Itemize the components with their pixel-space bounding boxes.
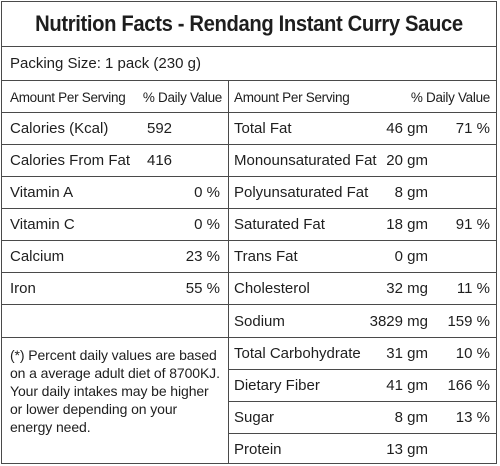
row-carb-amount: 31 gm (386, 345, 428, 362)
row-fiber-dv: 166 % (447, 377, 490, 394)
row-mono-fat-label: Monounsaturated Fat (234, 152, 377, 169)
header-divider (2, 112, 496, 113)
row-sat-fat-amount: 18 gm (386, 216, 428, 233)
row-divider (2, 337, 228, 338)
row-trans-fat-label: Trans Fat (234, 248, 298, 265)
row-poly-fat-amount: 8 gm (394, 184, 428, 201)
row-cholesterol-label: Cholesterol (234, 280, 310, 297)
row-divider (2, 272, 228, 273)
row-divider (228, 337, 496, 338)
row-vitamin-c-dv: 0 % (194, 216, 220, 233)
row-iron-label: Iron (10, 280, 36, 297)
row-divider (228, 208, 496, 209)
row-divider (228, 144, 496, 145)
row-mono-fat-amount: 20 gm (386, 152, 428, 169)
row-sodium-label: Sodium (234, 313, 285, 330)
row-calories-fat-value: 416 (147, 152, 173, 169)
row-protein-amount: 13 gm (386, 441, 428, 458)
right-header-amount: Amount Per Serving (234, 90, 350, 105)
row-divider (228, 401, 496, 402)
row-sugar-label: Sugar (234, 409, 275, 426)
row-divider (2, 144, 228, 145)
row-cholesterol-dv: 11 % (456, 280, 490, 297)
row-sodium-dv: 159 % (447, 313, 490, 330)
row-fiber-amount: 41 gm (386, 377, 428, 394)
row-divider (228, 240, 496, 241)
row-vitamin-c-label: Vitamin C (10, 216, 75, 233)
row-divider (2, 176, 228, 177)
row-sat-fat-dv: 91 % (455, 216, 490, 233)
row-total-fat-label: Total Fat (234, 120, 292, 137)
row-sat-fat-label: Saturated Fat (234, 216, 325, 233)
row-divider (228, 433, 496, 434)
row-protein-label: Protein (234, 441, 282, 458)
label-title: Nutrition Facts - Rendang Instant Curry … (35, 11, 463, 36)
packing-size: Packing Size: 1 pack (230 g) (10, 55, 201, 72)
row-divider (228, 304, 496, 305)
footnote: (*) Percent daily values are based on a … (10, 347, 220, 435)
row-vitamin-a-label: Vitamin A (10, 184, 74, 201)
row-divider (228, 369, 496, 370)
row-iron-dv: 55 % (185, 280, 220, 297)
row-sugar-dv: 13 % (455, 409, 490, 426)
row-sodium-amount: 3829 mg (369, 313, 428, 330)
row-calories-value: 592 (147, 120, 173, 137)
row-fiber-label: Dietary Fiber (234, 377, 320, 394)
row-carb-label: Total Carbohydrate (234, 345, 361, 362)
row-calcium-dv: 23 % (185, 248, 220, 265)
row-divider (2, 240, 228, 241)
packing-divider (2, 80, 496, 81)
row-calcium-label: Calcium (10, 248, 65, 265)
row-divider (228, 176, 496, 177)
row-calories-fat-label: Calories From Fat (10, 152, 131, 169)
right-header-dv: % Daily Value (410, 90, 490, 105)
row-divider (2, 208, 228, 209)
row-poly-fat-label: Polyunsaturated Fat (234, 184, 369, 201)
row-sugar-amount: 8 gm (394, 409, 428, 426)
title-divider (2, 46, 496, 47)
row-calories-label: Calories (Kcal) (10, 120, 109, 137)
row-vitamin-a-dv: 0 % (194, 184, 220, 201)
row-carb-dv: 10 % (455, 345, 490, 362)
row-trans-fat-amount: 0 gm (394, 248, 428, 265)
left-header-dv: % Daily Value (142, 90, 222, 105)
left-header-amount: Amount Per Serving (10, 90, 126, 105)
row-divider (228, 272, 496, 273)
column-divider (228, 80, 229, 463)
row-cholesterol-amount: 32 mg (386, 280, 428, 297)
row-divider (2, 304, 228, 305)
row-total-fat-amount: 46 gm (386, 120, 428, 137)
row-total-fat-dv: 71 % (455, 120, 490, 137)
